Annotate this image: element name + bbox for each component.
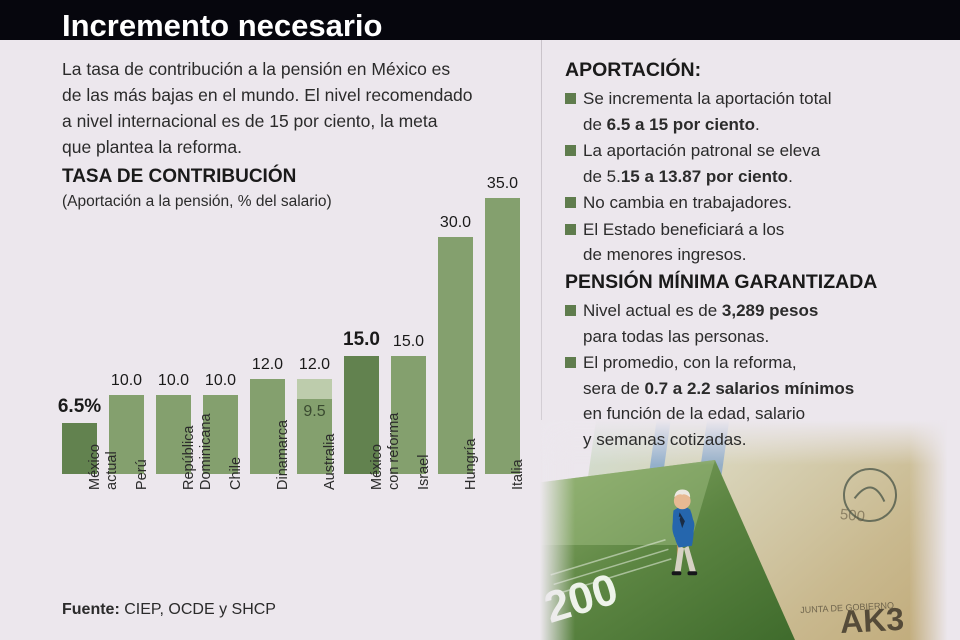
svg-text:500: 500 — [839, 506, 866, 526]
